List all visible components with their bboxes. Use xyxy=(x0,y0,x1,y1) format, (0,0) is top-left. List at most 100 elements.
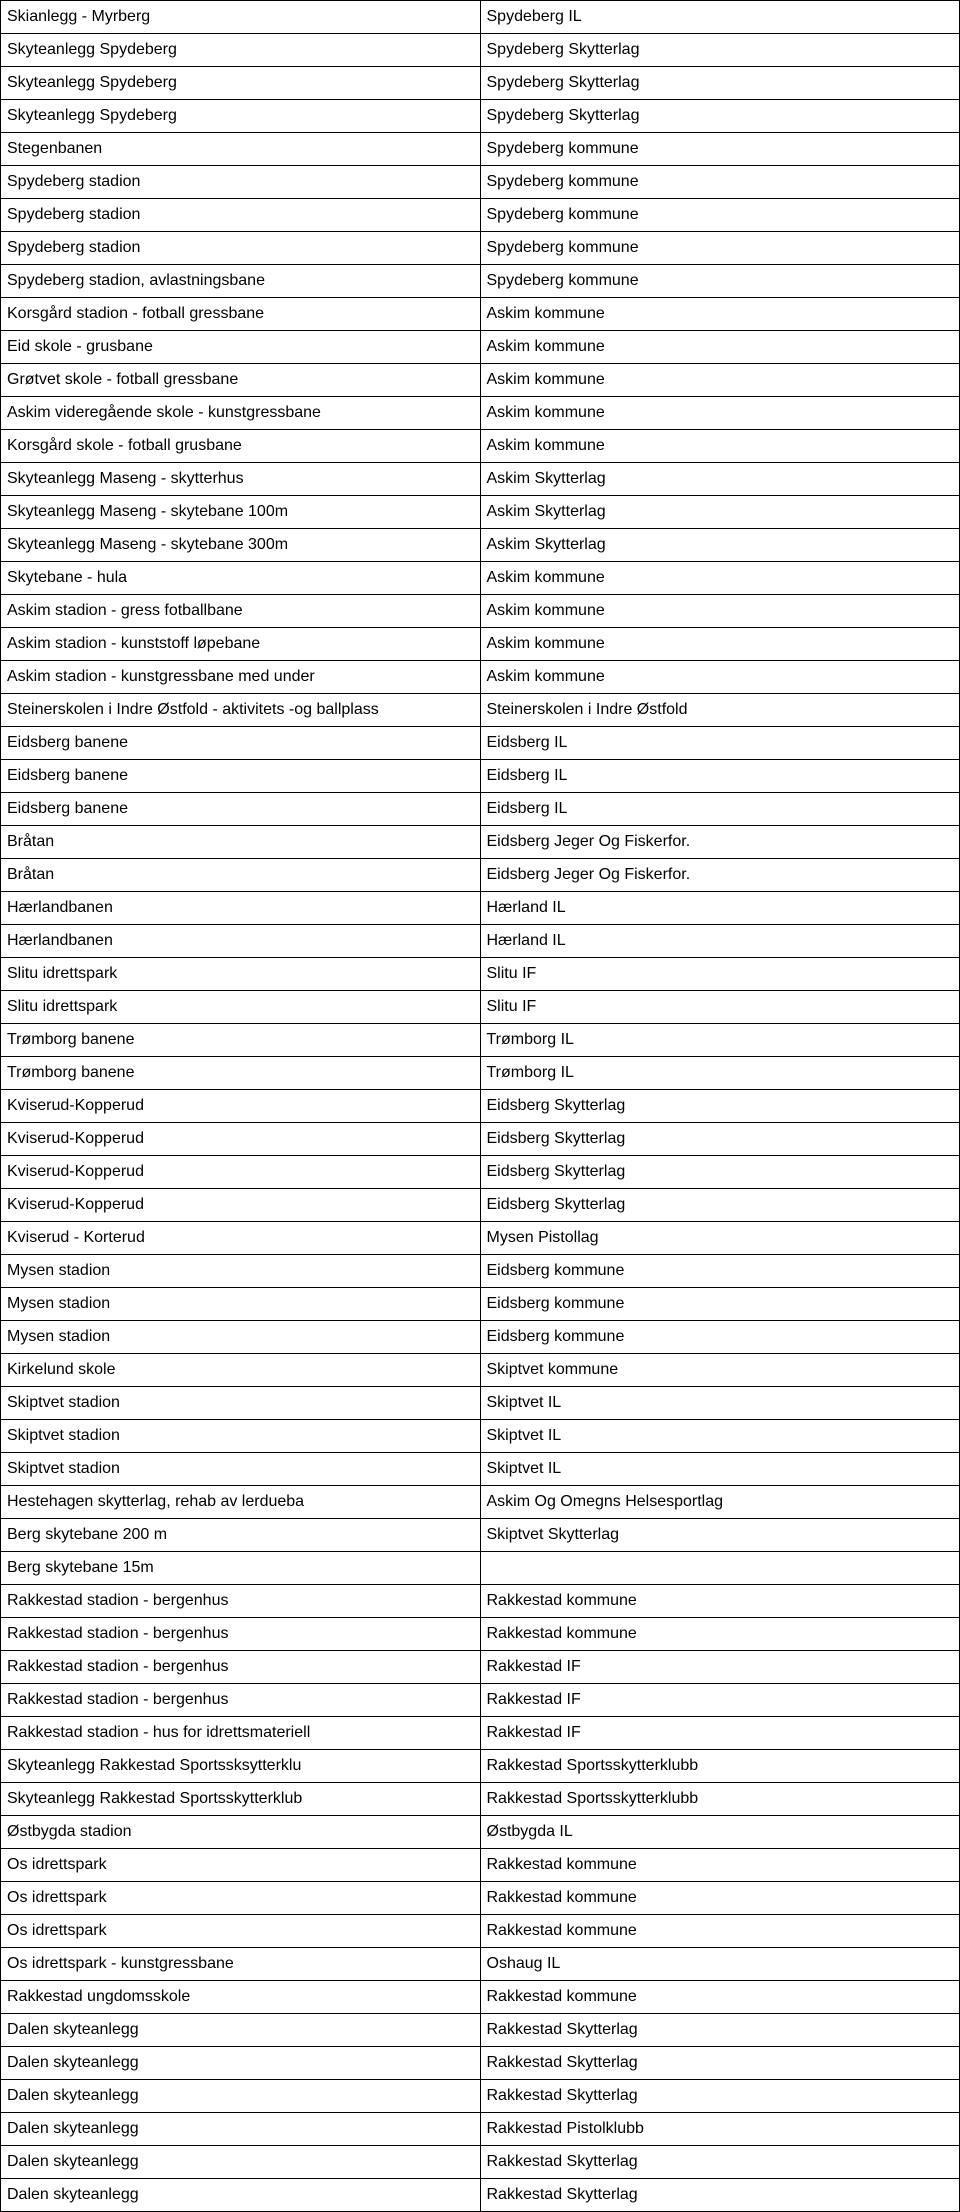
facility-name-cell: Hærlandbanen xyxy=(1,892,481,925)
organization-cell: Eidsberg Skytterlag xyxy=(480,1156,960,1189)
facility-name-cell: Rakkestad stadion - bergenhus xyxy=(1,1585,481,1618)
table-row: Skyteanlegg Maseng - skytebane 300mAskim… xyxy=(1,529,960,562)
facility-name-cell: Kirkelund skole xyxy=(1,1354,481,1387)
organization-cell: Rakkestad Skytterlag xyxy=(480,2080,960,2113)
table-row: Dalen skyteanleggRakkestad Skytterlag xyxy=(1,2146,960,2179)
table-row: Os idrettsparkRakkestad kommune xyxy=(1,1915,960,1948)
facility-name-cell: Os idrettspark xyxy=(1,1849,481,1882)
table-row: Trømborg baneneTrømborg IL xyxy=(1,1024,960,1057)
facility-name-cell: Skyteanlegg Maseng - skytebane 300m xyxy=(1,529,481,562)
table-row: Askim videregående skole - kunstgressban… xyxy=(1,397,960,430)
organization-cell: Slitu IF xyxy=(480,991,960,1024)
table-row: Korsgård stadion - fotball gressbaneAski… xyxy=(1,298,960,331)
organization-cell: Rakkestad IF xyxy=(480,1651,960,1684)
table-row: Dalen skyteanleggRakkestad Skytterlag xyxy=(1,2014,960,2047)
facility-name-cell: Kviserud - Korterud xyxy=(1,1222,481,1255)
organization-cell: Rakkestad Sportsskytterklubb xyxy=(480,1783,960,1816)
facility-name-cell: Mysen stadion xyxy=(1,1321,481,1354)
table-row: Berg skytebane 200 mSkiptvet Skytterlag xyxy=(1,1519,960,1552)
table-row: Skyteanlegg Maseng - skytebane 100mAskim… xyxy=(1,496,960,529)
facility-name-cell: Skiptvet stadion xyxy=(1,1387,481,1420)
table-row: Spydeberg stadion, avlastningsbaneSpydeb… xyxy=(1,265,960,298)
organization-cell: Rakkestad Skytterlag xyxy=(480,2179,960,2212)
organization-cell: Spydeberg kommune xyxy=(480,232,960,265)
facility-name-cell: Skytebane - hula xyxy=(1,562,481,595)
table-row: HærlandbanenHærland IL xyxy=(1,892,960,925)
facility-name-cell: Grøtvet skole - fotball gressbane xyxy=(1,364,481,397)
table-row: Eidsberg baneneEidsberg IL xyxy=(1,727,960,760)
facility-name-cell: Berg skytebane 200 m xyxy=(1,1519,481,1552)
organization-cell: Trømborg IL xyxy=(480,1024,960,1057)
organization-cell: Spydeberg kommune xyxy=(480,265,960,298)
table-row: Trømborg baneneTrømborg IL xyxy=(1,1057,960,1090)
facility-name-cell: Spydeberg stadion, avlastningsbane xyxy=(1,265,481,298)
facility-name-cell: Trømborg banene xyxy=(1,1024,481,1057)
facility-name-cell: Kviserud-Kopperud xyxy=(1,1189,481,1222)
table-row: Rakkestad stadion - hus for idrettsmater… xyxy=(1,1717,960,1750)
organization-cell: Eidsberg Skytterlag xyxy=(480,1090,960,1123)
facility-name-cell: Askim videregående skole - kunstgressban… xyxy=(1,397,481,430)
organization-cell: Askim kommune xyxy=(480,364,960,397)
organization-cell: Skiptvet IL xyxy=(480,1387,960,1420)
organization-cell: Rakkestad kommune xyxy=(480,1585,960,1618)
organization-cell: Askim Skytterlag xyxy=(480,463,960,496)
table-row: Kviserud-KopperudEidsberg Skytterlag xyxy=(1,1189,960,1222)
facility-name-cell: Skyteanlegg Maseng - skytebane 100m xyxy=(1,496,481,529)
organization-cell: Askim kommune xyxy=(480,430,960,463)
table-row: Dalen skyteanleggRakkestad Skytterlag xyxy=(1,2179,960,2212)
facility-name-cell: Mysen stadion xyxy=(1,1288,481,1321)
table-row: Askim stadion - kunstgressbane med under… xyxy=(1,661,960,694)
organization-cell: Trømborg IL xyxy=(480,1057,960,1090)
facility-name-cell: Skiptvet stadion xyxy=(1,1453,481,1486)
facility-name-cell: Askim stadion - kunststoff løpebane xyxy=(1,628,481,661)
organization-cell: Askim kommune xyxy=(480,628,960,661)
facility-name-cell: Skianlegg - Myrberg xyxy=(1,1,481,34)
organization-cell: Slitu IF xyxy=(480,958,960,991)
table-row: Rakkestad stadion - bergenhusRakkestad I… xyxy=(1,1651,960,1684)
table-row: Skianlegg - MyrbergSpydeberg IL xyxy=(1,1,960,34)
table-row: Kviserud-KopperudEidsberg Skytterlag xyxy=(1,1156,960,1189)
facility-name-cell: Skyteanlegg Maseng - skytterhus xyxy=(1,463,481,496)
table-row: Skiptvet stadionSkiptvet IL xyxy=(1,1420,960,1453)
organization-cell: Rakkestad Skytterlag xyxy=(480,2047,960,2080)
organization-cell: Østbygda IL xyxy=(480,1816,960,1849)
organization-cell: Spydeberg kommune xyxy=(480,166,960,199)
organization-cell: Askim kommune xyxy=(480,562,960,595)
organization-cell: Rakkestad kommune xyxy=(480,1981,960,2014)
facility-name-cell: Dalen skyteanlegg xyxy=(1,2113,481,2146)
organization-cell: Spydeberg kommune xyxy=(480,199,960,232)
organization-cell: Eidsberg Jeger Og Fiskerfor. xyxy=(480,826,960,859)
organization-cell: Hærland IL xyxy=(480,925,960,958)
table-row: Kviserud-KopperudEidsberg Skytterlag xyxy=(1,1123,960,1156)
organization-cell: Spydeberg Skytterlag xyxy=(480,100,960,133)
table-row: Hestehagen skytterlag, rehab av lerdueba… xyxy=(1,1486,960,1519)
facility-name-cell: Mysen stadion xyxy=(1,1255,481,1288)
facility-name-cell: Dalen skyteanlegg xyxy=(1,2146,481,2179)
facility-name-cell: Os idrettspark xyxy=(1,1915,481,1948)
organization-cell: Rakkestad IF xyxy=(480,1684,960,1717)
table-row: Skyteanlegg Maseng - skytterhusAskim Sky… xyxy=(1,463,960,496)
organization-cell: Oshaug IL xyxy=(480,1948,960,1981)
facility-name-cell: Korsgård stadion - fotball gressbane xyxy=(1,298,481,331)
facility-name-cell: Berg skytebane 15m xyxy=(1,1552,481,1585)
facility-name-cell: Trømborg banene xyxy=(1,1057,481,1090)
facility-name-cell: Slitu idrettspark xyxy=(1,991,481,1024)
table-row: BråtanEidsberg Jeger Og Fiskerfor. xyxy=(1,826,960,859)
table-row: Askim stadion - gress fotballbaneAskim k… xyxy=(1,595,960,628)
organization-cell: Skiptvet IL xyxy=(480,1453,960,1486)
facility-name-cell: Skyteanlegg Rakkestad Sportsskytterklub xyxy=(1,1783,481,1816)
table-row: Kirkelund skoleSkiptvet kommune xyxy=(1,1354,960,1387)
organization-cell: Askim kommune xyxy=(480,397,960,430)
table-row: Spydeberg stadionSpydeberg kommune xyxy=(1,166,960,199)
organization-cell: Spydeberg IL xyxy=(480,1,960,34)
table-row: Eidsberg baneneEidsberg IL xyxy=(1,793,960,826)
organization-cell: Hærland IL xyxy=(480,892,960,925)
facility-name-cell: Hærlandbanen xyxy=(1,925,481,958)
facility-name-cell: Eidsberg banene xyxy=(1,793,481,826)
table-row: Eidsberg baneneEidsberg IL xyxy=(1,760,960,793)
facility-name-cell: Spydeberg stadion xyxy=(1,199,481,232)
table-row: Dalen skyteanleggRakkestad Pistolklubb xyxy=(1,2113,960,2146)
organization-cell: Eidsberg kommune xyxy=(480,1321,960,1354)
facility-name-cell: Østbygda stadion xyxy=(1,1816,481,1849)
table-row: Skyteanlegg SpydebergSpydeberg Skytterla… xyxy=(1,34,960,67)
